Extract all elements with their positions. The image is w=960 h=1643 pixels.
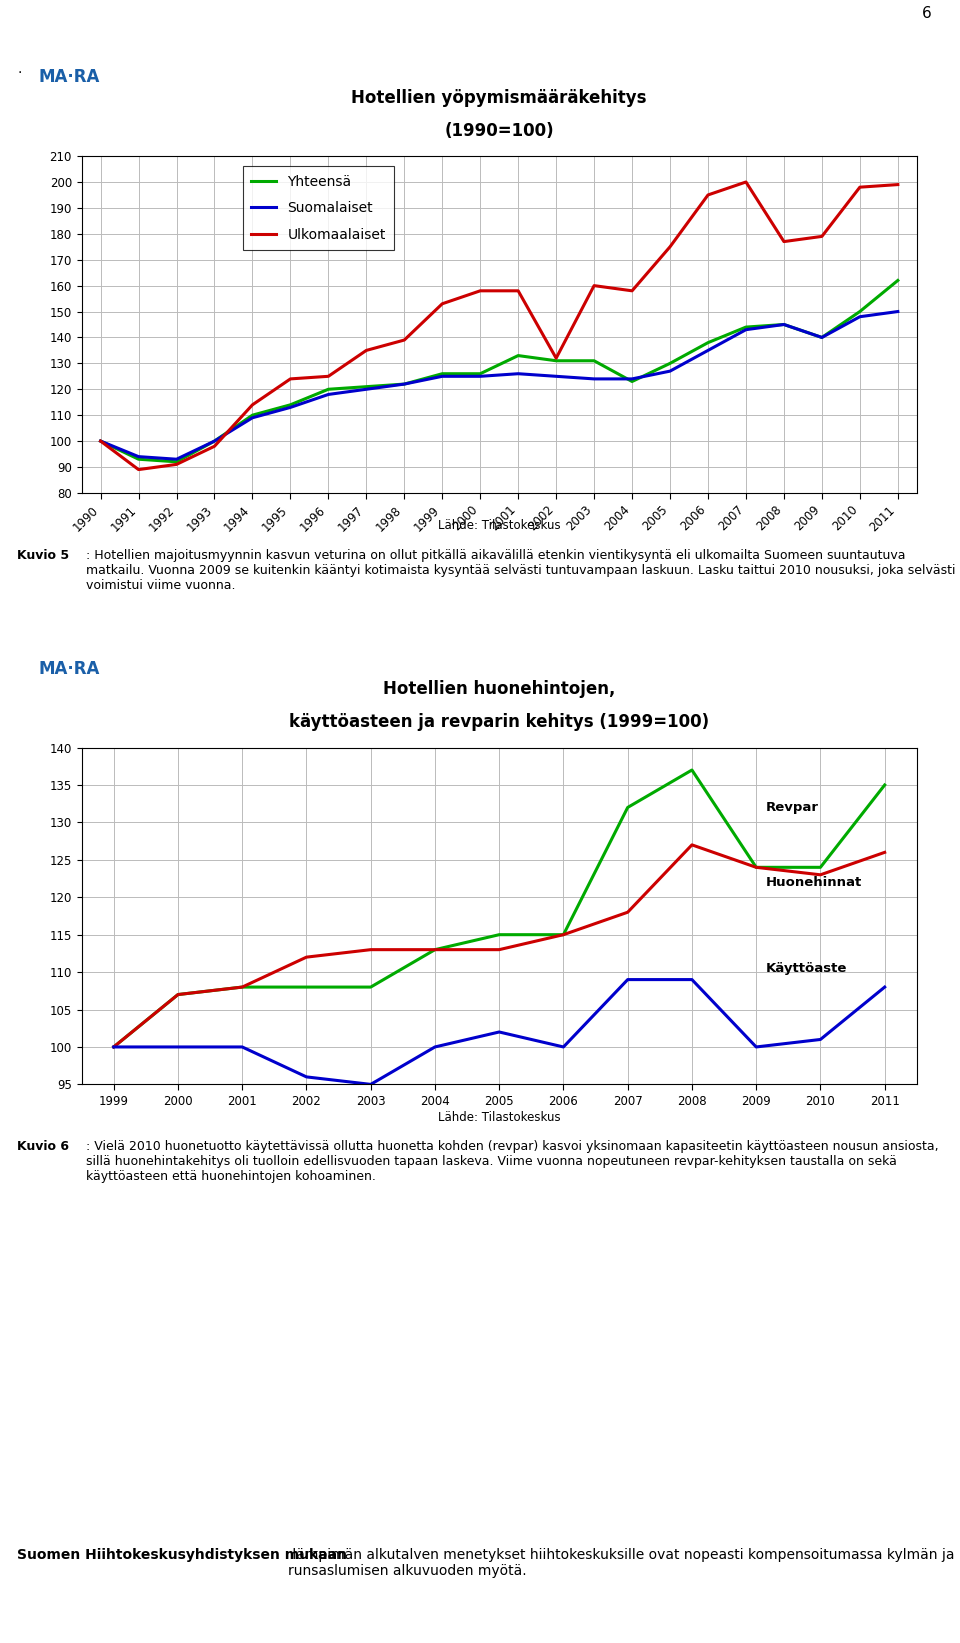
Text: MA·RA: MA·RA xyxy=(38,660,100,677)
Text: .: . xyxy=(17,62,22,77)
Text: : Vielä 2010 huonetuotto käytettävissä ollutta huonetta kohden (revpar) kasvoi y: : Vielä 2010 huonetuotto käytettävissä o… xyxy=(86,1140,939,1183)
Text: 6: 6 xyxy=(922,5,931,21)
Text: MA·RA: MA·RA xyxy=(38,69,100,85)
Text: Lähde: Tilastokeskus: Lähde: Tilastokeskus xyxy=(438,1111,561,1124)
Text: Käyttöaste: Käyttöaste xyxy=(766,963,847,974)
Text: (1990=100): (1990=100) xyxy=(444,122,554,140)
Text: käyttöasteen ja revparin kehitys (1999=100): käyttöasteen ja revparin kehitys (1999=1… xyxy=(289,713,709,731)
Text: Kuvio 5: Kuvio 5 xyxy=(17,549,69,562)
Text: Suomen Hiihtokeskusyhdistyksen mukaan: Suomen Hiihtokeskusyhdistyksen mukaan xyxy=(17,1548,348,1562)
Text: : Hotellien majoitusmyynnin kasvun veturina on ollut pitkällä aikavälillä etenki: : Hotellien majoitusmyynnin kasvun vetur… xyxy=(86,549,956,591)
Text: Kuvio 6: Kuvio 6 xyxy=(17,1140,69,1153)
Text: Huonehinnat: Huonehinnat xyxy=(766,876,862,889)
Text: Revpar: Revpar xyxy=(766,802,819,815)
Text: Hotellien yöpymismääräkehitys: Hotellien yöpymismääräkehitys xyxy=(351,89,647,107)
Text: Hotellien huonehintojen,: Hotellien huonehintojen, xyxy=(383,680,615,698)
Text: Lähde: Tilastokeskus: Lähde: Tilastokeskus xyxy=(438,519,561,532)
Legend: Yhteensä, Suomalaiset, Ulkomaalaiset: Yhteensä, Suomalaiset, Ulkomaalaiset xyxy=(243,166,395,250)
Text: lämpimän alkutalven menetykset hiihtokeskuksille ovat nopeasti kompensoitumassa : lämpimän alkutalven menetykset hiihtokes… xyxy=(288,1548,954,1577)
